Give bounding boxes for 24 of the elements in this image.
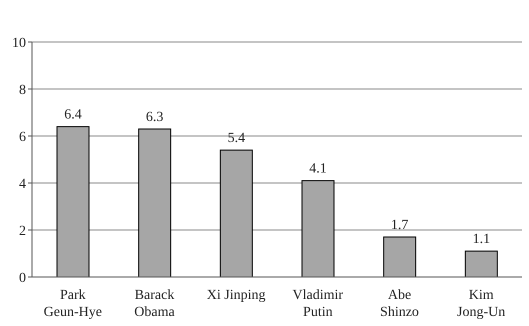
data-label: 6.4 <box>64 108 82 123</box>
bar <box>383 236 416 277</box>
y-tick-label: 4 <box>19 176 26 192</box>
bar <box>302 180 334 277</box>
data-label: 4.1 <box>309 162 327 177</box>
x-tick-label: Barack Obama <box>134 288 176 320</box>
bar <box>138 128 172 277</box>
data-label: 5.4 <box>228 131 246 146</box>
y-tick-label: 10 <box>12 36 26 51</box>
x-tick-label: Kim Jong-Un <box>457 288 506 320</box>
data-label: 6.3 <box>146 110 164 125</box>
y-tick-label: 0 <box>19 270 26 286</box>
x-tick-label: Xi Jinping <box>206 288 266 303</box>
y-tick-label: 6 <box>19 130 26 145</box>
y-tick-label: 2 <box>19 224 26 239</box>
data-label: 1.7 <box>390 218 408 234</box>
bar <box>56 126 90 277</box>
data-label: 1.1 <box>472 232 490 248</box>
x-tick-label: Park Geun-Hye <box>44 288 102 320</box>
y-tick-label: 8 <box>19 82 26 98</box>
bar <box>464 250 498 277</box>
x-tick-label: Abe Shinzo <box>380 288 419 320</box>
bar <box>220 150 253 277</box>
x-tick-label: Vladimir Putin <box>292 288 344 320</box>
